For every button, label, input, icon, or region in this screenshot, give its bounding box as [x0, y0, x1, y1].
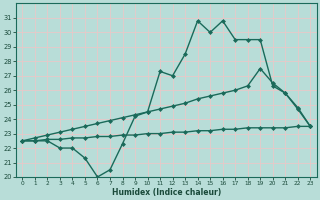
X-axis label: Humidex (Indice chaleur): Humidex (Indice chaleur) [112, 188, 221, 197]
